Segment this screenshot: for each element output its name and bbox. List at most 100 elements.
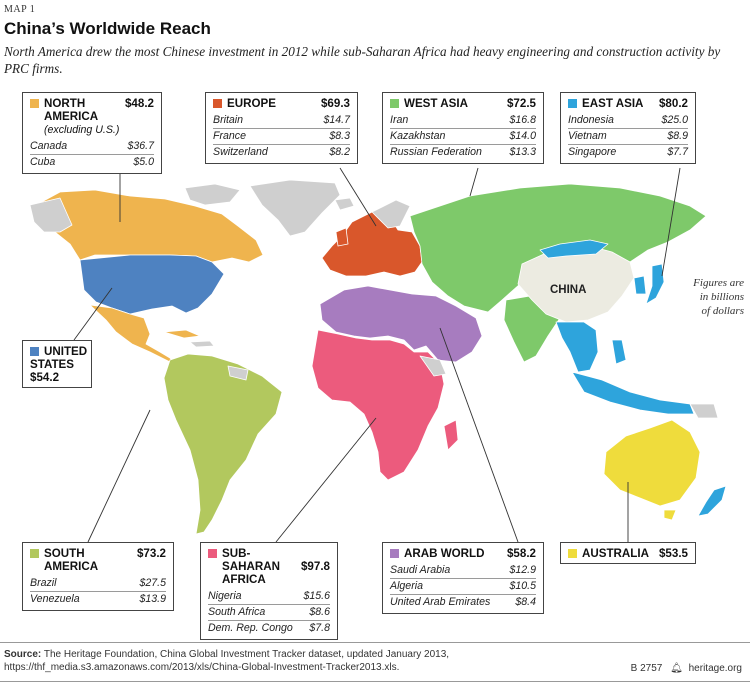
table-row: United Arab Emirates $8.4: [390, 594, 536, 610]
country-value: $13.3: [509, 146, 536, 158]
swatch-united-states: [30, 347, 39, 356]
country-name: Indonesia: [568, 114, 614, 126]
britain: [335, 227, 349, 247]
country-value: $10.5: [509, 580, 536, 592]
legend-europe: EUROPE $69.3 Britain $14.7 France $8.3 Swi…: [205, 92, 358, 164]
page-title: China’s Worldwide Reach: [4, 19, 211, 38]
swatch-west-asia: [390, 99, 399, 108]
country-value: $5.0: [133, 156, 154, 168]
sub-saharan-africa-total: $97.8: [300, 560, 330, 573]
australia-region: [603, 419, 701, 507]
country-value: $8.9: [667, 130, 688, 142]
figures-note-line-1: Figures are: [693, 277, 744, 289]
country-value: $12.9: [509, 564, 536, 576]
north-america-total: $48.2: [124, 97, 154, 110]
cuba: [163, 329, 201, 339]
country-name: Brazil: [30, 577, 57, 589]
country-name: Russian Federation: [390, 146, 482, 158]
south-america-name: SOUTH AMERICA: [44, 547, 99, 573]
country-value: $8.4: [515, 596, 536, 608]
country-name: Cuba: [30, 156, 56, 168]
source-text: The Heritage Foundation, China Global In…: [4, 649, 450, 673]
country-name: Dem. Rep. Congo: [208, 622, 293, 634]
united-states-total: $54.2: [30, 371, 60, 384]
australia-name: AUSTRALIA: [582, 547, 649, 560]
table-row: Singapore $7.7: [568, 144, 688, 160]
leader-europe: [339, 167, 377, 227]
table-row: South Africa $8.6: [208, 604, 330, 620]
tasmania: [663, 509, 677, 521]
legend-united-states: UNITED STATES $54.2: [22, 340, 92, 388]
country-value: $7.7: [667, 146, 688, 158]
south-america-region: [163, 353, 283, 535]
legend-west-asia: WEST ASIA $72.5 Iran $16.8 Kazakhstan $14.…: [382, 92, 544, 164]
table-row: France $8.3: [213, 128, 350, 144]
table-row: Cuba $5.0: [30, 154, 154, 170]
country-value: $27.5: [139, 577, 166, 589]
country-name: Iran: [390, 114, 409, 126]
china-label: CHINA: [550, 284, 587, 296]
philippines: [611, 339, 627, 365]
country-value: $13.9: [139, 593, 166, 605]
country-value: $8.3: [329, 130, 350, 142]
sub-saharan-africa-name-line2: AFRICA: [222, 573, 266, 586]
country-name: Venezuela: [30, 593, 80, 605]
country-value: $14.7: [323, 114, 350, 126]
table-row: Nigeria $15.6: [208, 589, 330, 604]
africa-other: [419, 355, 447, 377]
swatch-east-asia: [568, 99, 577, 108]
arab-world-region: [319, 285, 483, 363]
map-label: MAP 1: [4, 4, 36, 15]
legend-east-asia: EAST ASIA $80.2 Indonesia $25.0 Vietnam $8…: [560, 92, 696, 164]
australia-total: $53.5: [658, 547, 688, 560]
country-value: $36.7: [127, 140, 154, 152]
footer-divider: [0, 642, 750, 643]
arctic-islands: [184, 183, 241, 206]
alaska: [29, 197, 73, 233]
table-row: Vietnam $8.9: [568, 128, 688, 144]
europe-region: [321, 211, 423, 277]
country-name: South Africa: [208, 606, 266, 618]
figures-note-line-3: of dollars: [701, 305, 744, 317]
papua: [689, 403, 719, 419]
east-asia-total: $80.2: [658, 97, 688, 110]
legend-north-america: NORTH AMERICA (excluding U.S.) $48.2 Can…: [22, 92, 162, 174]
leader-east-asia: [661, 167, 681, 277]
korea: [633, 275, 647, 295]
mexico-central-america: [89, 304, 177, 366]
country-value: $15.6: [303, 590, 330, 602]
japan: [645, 263, 665, 305]
madagascar: [443, 419, 459, 451]
country-value: $7.8: [309, 622, 330, 634]
table-row: Iran $16.8: [390, 113, 536, 128]
leader-sub-saharan-africa: [275, 417, 377, 543]
table-row: Saudi Arabia $12.9: [390, 563, 536, 578]
north-america-note: (excluding U.S.): [44, 124, 120, 136]
swatch-australia: [568, 549, 577, 558]
country-name: Switzerland: [213, 146, 268, 158]
southeast-asia: [555, 321, 599, 373]
country-value: $14.0: [509, 130, 536, 142]
table-row: Brazil $27.5: [30, 576, 166, 591]
legend-sub-saharan-africa: SUB-SAHARAN AFRICA $97.8 Nigeria $15.6 So…: [200, 542, 338, 640]
europe-name: EUROPE: [227, 97, 276, 110]
source-note: Source: The Heritage Foundation, China G…: [4, 648, 604, 674]
united-states-region: [79, 254, 225, 315]
swatch-sub-saharan-africa: [208, 549, 217, 558]
country-value: $25.0: [661, 114, 688, 126]
west-asia-total: $72.5: [506, 97, 536, 110]
caribbean: [189, 340, 215, 348]
legend-south-america: SOUTH AMERICA $73.2 Brazil $27.5 Venezuel…: [22, 542, 174, 611]
new-zealand: [697, 485, 727, 517]
swatch-arab-world: [390, 549, 399, 558]
bell-icon: 🔔︎: [670, 663, 683, 674]
country-name: Kazakhstan: [390, 130, 446, 142]
leader-south-america: [87, 409, 151, 543]
table-row: Venezuela $13.9: [30, 591, 166, 607]
iceland: [334, 197, 355, 211]
table-row: Switzerland $8.2: [213, 144, 350, 160]
swatch-south-america: [30, 549, 39, 558]
east-asia-name: EAST ASIA: [582, 97, 644, 110]
united-states-name-line1: UNITED: [44, 345, 88, 358]
